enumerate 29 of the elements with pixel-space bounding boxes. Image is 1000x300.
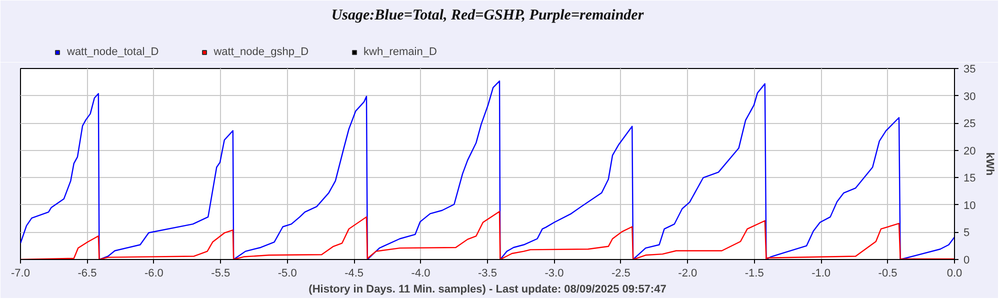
y-tick-label: 5 [964, 227, 970, 240]
x-tick-label: -5.0 [278, 268, 297, 280]
x-axis-title: (History in Days. 11 Min. samples) - Last update: 08/09/2025 09:57:47 [308, 284, 666, 296]
y-tick-label: 20 [964, 145, 976, 158]
y-tick-label: 10 [964, 200, 976, 212]
x-tick-label: -0.5 [878, 268, 898, 280]
x-tick-label: -1.5 [744, 268, 764, 280]
x-tick-label: -4.0 [411, 268, 430, 280]
legend-label: kwh_remain_D [364, 46, 437, 58]
chart-title: Usage:Blue=Total, Red=GSHP, Purple=remainder [331, 8, 644, 24]
y-tick-label: 35 [964, 64, 976, 76]
x-tick-label: -2.5 [611, 268, 630, 280]
x-tick-label: -6.5 [78, 268, 97, 280]
x-tick-label: -3.0 [544, 268, 564, 280]
x-tick-label: -6.0 [144, 268, 164, 280]
legend-label: watt_node_total_D [67, 46, 159, 58]
x-tick-label: -5.5 [211, 268, 230, 280]
y-tick-label: 25 [964, 118, 976, 130]
y-tick-label: 0 [964, 254, 970, 266]
x-tick-label: -3.5 [478, 268, 497, 280]
x-tick-label: -1.0 [812, 268, 831, 280]
x-tick-label: -7.0 [11, 268, 30, 280]
x-tick-label: -4.5 [344, 268, 364, 280]
legend-label: watt_node_gshp_D [214, 46, 309, 58]
x-tick-label: -2.0 [678, 268, 698, 280]
y-axis-title: kWh [984, 152, 996, 176]
y-tick-label: 15 [964, 172, 976, 185]
y-tick-label: 30 [964, 90, 976, 103]
x-tick-label: 0.0 [946, 268, 962, 280]
